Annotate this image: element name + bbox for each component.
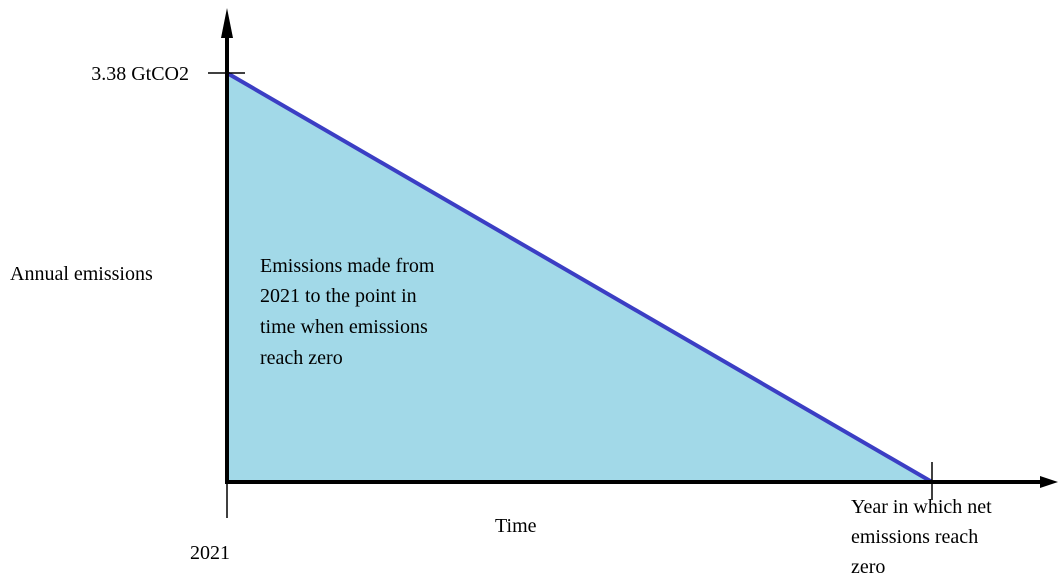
- x-end-label-line: emissions reach: [851, 526, 978, 548]
- y-axis-label: Annual emissions: [10, 263, 153, 285]
- y-axis-arrow: [221, 8, 233, 38]
- area-label-line: 2021 to the point in: [260, 285, 417, 307]
- y-tick-label: 3.38 GtCO2: [91, 63, 189, 85]
- x-axis-label: Time: [495, 515, 537, 537]
- area-label-line: time when emissions: [260, 316, 428, 338]
- area-label-line: reach zero: [260, 347, 343, 369]
- x-end-label: Year in which net emissions reach zero: [851, 496, 992, 578]
- x-axis-arrow: [1040, 476, 1058, 488]
- emissions-line: [225, 71, 934, 484]
- x-start-label: 2021: [190, 542, 230, 564]
- x-end-label-line: zero: [851, 556, 885, 578]
- area-label-line: Emissions made from: [260, 255, 435, 277]
- area-label: Emissions made from 2021 to the point in…: [260, 255, 435, 369]
- x-end-label-line: Year in which net: [851, 496, 992, 518]
